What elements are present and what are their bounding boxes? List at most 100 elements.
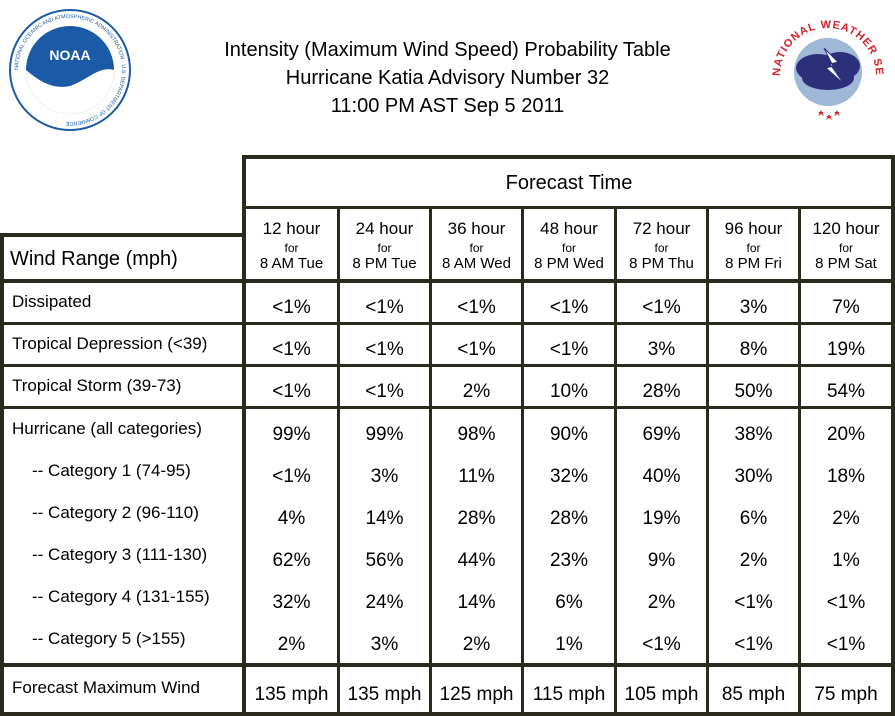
wind-range-header: Wind Range (mph)	[10, 248, 178, 270]
table-cell: 90%	[549, 424, 589, 445]
table-cell: 28%	[457, 508, 496, 529]
table-cell: 28%	[642, 381, 681, 402]
table-border	[614, 208, 617, 716]
table-border	[242, 155, 246, 716]
column-for: for	[654, 241, 669, 255]
table-border	[0, 712, 895, 716]
table-cell: <1%	[642, 634, 681, 655]
table-cell: 18%	[826, 466, 866, 487]
table-cell: 11%	[458, 466, 495, 487]
column-hours: 120 hour	[812, 219, 880, 238]
column-for: for	[469, 241, 484, 255]
column-hours: 48 hour	[540, 219, 598, 238]
table-cell: 19%	[642, 508, 681, 529]
column-hours: 96 hour	[724, 219, 783, 238]
column-header: 96 hour for 8 PM Fri	[709, 208, 798, 280]
table-cell: 19%	[826, 339, 866, 360]
table-border	[429, 208, 432, 716]
table-cell: 44%	[457, 550, 496, 571]
max-wind-label: Forecast Maximum Wind	[12, 678, 200, 697]
table-cell: 98%	[457, 424, 496, 445]
table-border	[0, 364, 895, 367]
table-cell: 99%	[365, 424, 404, 445]
table-cell: <1%	[272, 381, 311, 402]
table-border	[706, 208, 709, 716]
table-border	[798, 208, 801, 716]
table-cell: 62%	[272, 550, 311, 571]
table-cell: 24%	[365, 592, 404, 613]
table-border	[0, 233, 4, 716]
table-cell: 40%	[642, 466, 681, 487]
table-cell: <1%	[734, 592, 773, 613]
table-cell: 8%	[739, 339, 768, 360]
table-cell: 1%	[555, 634, 583, 655]
nws-logo: NATIONAL WEATHER SERVICE	[766, 6, 886, 126]
max-wind-cell: 105 mph	[624, 684, 699, 705]
title-line-2: Hurricane Katia Advisory Number 32	[285, 67, 610, 89]
title-line-1: Intensity (Maximum Wind Speed) Probabili…	[224, 39, 671, 61]
table-cell: <1%	[365, 339, 404, 360]
table-cell: 9%	[647, 550, 676, 571]
column-header: 72 hour for 8 PM Thu	[617, 208, 706, 280]
table-cell: 20%	[826, 424, 866, 445]
row-label-hurricane: Hurricane (all categories)	[12, 419, 202, 438]
table-border	[242, 155, 895, 159]
noaa-logo: NOAA NATIONAL OCEANIC AND ATMOSPHERIC AD…	[9, 9, 131, 131]
column-hours: 72 hour	[632, 219, 691, 238]
table-border	[0, 663, 895, 667]
row-label-category-1: -- Category 1 (74-95)	[32, 461, 191, 480]
table-cell: 28%	[549, 508, 589, 529]
row-label-category-4: -- Category 4 (131-155)	[32, 587, 210, 606]
table-cell: <1%	[272, 339, 311, 360]
row-label-category-2: -- Category 2 (96-110)	[32, 503, 199, 522]
row-label-tropical-depression: Tropical Depression (<39)	[12, 334, 208, 353]
column-when: 8 AM Wed	[442, 255, 511, 272]
table-cell: <1%	[365, 297, 404, 318]
table-border	[0, 233, 246, 237]
table-cell: 99%	[272, 424, 311, 445]
noaa-logo-text: NOAA	[49, 47, 90, 63]
table-cell: <1%	[272, 297, 311, 318]
column-header: 36 hour for 8 AM Wed	[432, 208, 521, 280]
table-cell: <1%	[826, 634, 866, 655]
row-label-tropical-storm: Tropical Storm (39-73)	[12, 376, 182, 395]
table-cell: <1%	[365, 381, 404, 402]
column-when: 8 PM Thu	[629, 255, 694, 272]
table-border	[246, 206, 892, 209]
table-cell: <1%	[457, 339, 496, 360]
table-cell: <1%	[642, 297, 681, 318]
table-cell: 50%	[734, 381, 773, 402]
row-label-category-3: -- Category 3 (111-130)	[32, 545, 208, 564]
table-cell: 23%	[549, 550, 589, 571]
table-cell: 2%	[832, 508, 860, 529]
table-cell: 2%	[462, 381, 491, 402]
table-cell: 3%	[370, 634, 399, 655]
table-cell: 3%	[739, 297, 768, 318]
column-header: 48 hour for 8 PM Wed	[524, 208, 614, 280]
table-cell: 56%	[365, 550, 404, 571]
table-cell: 3%	[647, 339, 676, 360]
column-for: for	[284, 241, 299, 255]
table-cell: <1%	[457, 297, 496, 318]
table-border	[891, 155, 895, 716]
table-cell: 2%	[462, 634, 491, 655]
table-cell: <1%	[734, 634, 773, 655]
column-when: 8 PM Sat	[815, 255, 877, 272]
column-for: for	[746, 241, 761, 255]
table-cell: 54%	[826, 381, 866, 402]
table-cell: <1%	[272, 466, 311, 487]
column-header: 120 hour for 8 PM Sat	[801, 208, 891, 280]
table-cell: 69%	[642, 424, 681, 445]
column-for: for	[561, 241, 576, 255]
table-cell: <1%	[826, 592, 866, 613]
max-wind-cell: 85 mph	[721, 684, 786, 705]
max-wind-cell: 135 mph	[254, 684, 329, 705]
column-hours: 24 hour	[355, 219, 414, 238]
column-for: for	[377, 241, 392, 255]
table-cell: 6%	[739, 508, 768, 529]
column-for: for	[838, 241, 853, 255]
table-cell: 2%	[277, 634, 306, 655]
table-border	[0, 406, 895, 409]
table-cell: <1%	[549, 297, 589, 318]
column-when: 8 PM Fri	[725, 255, 782, 272]
